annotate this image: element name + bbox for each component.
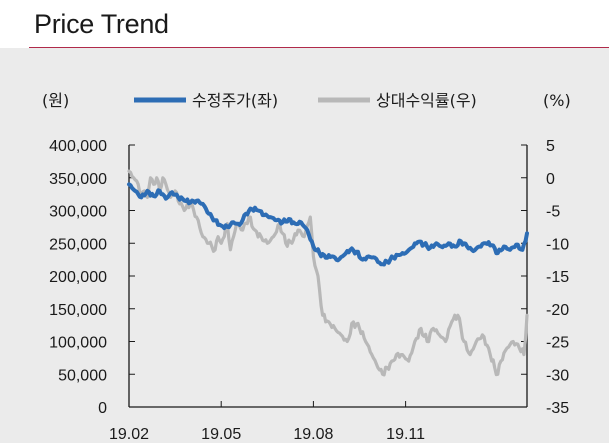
right-tick-label: -35 xyxy=(546,400,569,417)
right-tick-label: -5 xyxy=(546,204,560,221)
x-tick-label: 19.02 xyxy=(109,426,149,443)
left-tick-label: 150,000 xyxy=(49,302,107,319)
left-tick-label: 0 xyxy=(98,400,107,417)
right-tick-label: -20 xyxy=(546,302,569,319)
right-unit-label: (%) xyxy=(543,91,571,110)
left-unit-label: (원) xyxy=(42,91,69,110)
right-tick-label: -10 xyxy=(546,236,569,253)
right-tick-label: -15 xyxy=(546,269,569,286)
chart-axes: 0 50,000 100,000 150,000 200,000 250,000 300,0… xyxy=(49,138,569,443)
header-bar: Price Trend xyxy=(0,0,609,48)
series-line-price xyxy=(127,182,529,267)
series-line-relative-return xyxy=(127,169,529,377)
x-tick-label: 19.11 xyxy=(386,426,425,443)
left-tick-label: 200,000 xyxy=(49,269,107,286)
right-tick-label: -25 xyxy=(546,335,569,352)
legend-label-relative: 상대수익률(우) xyxy=(376,91,477,110)
left-tick-label: 350,000 xyxy=(49,171,107,188)
right-tick-label: 5 xyxy=(546,138,555,155)
left-tick-label: 250,000 xyxy=(49,236,107,253)
left-tick-label: 50,000 xyxy=(58,367,107,384)
right-tick-label: -30 xyxy=(546,367,569,384)
chart-series xyxy=(127,169,529,377)
left-tick-label: 100,000 xyxy=(49,335,107,352)
left-tick-label: 400,000 xyxy=(49,138,107,155)
legend-label-price: 수정주가(좌) xyxy=(192,91,278,110)
right-tick-label: 0 xyxy=(546,171,555,188)
x-tick-label: 19.08 xyxy=(293,426,333,443)
x-tick-label: 19.05 xyxy=(201,426,241,443)
left-tick-label: 300,000 xyxy=(49,204,107,221)
page-title: Price Trend xyxy=(34,9,169,39)
title-divider xyxy=(29,47,609,48)
